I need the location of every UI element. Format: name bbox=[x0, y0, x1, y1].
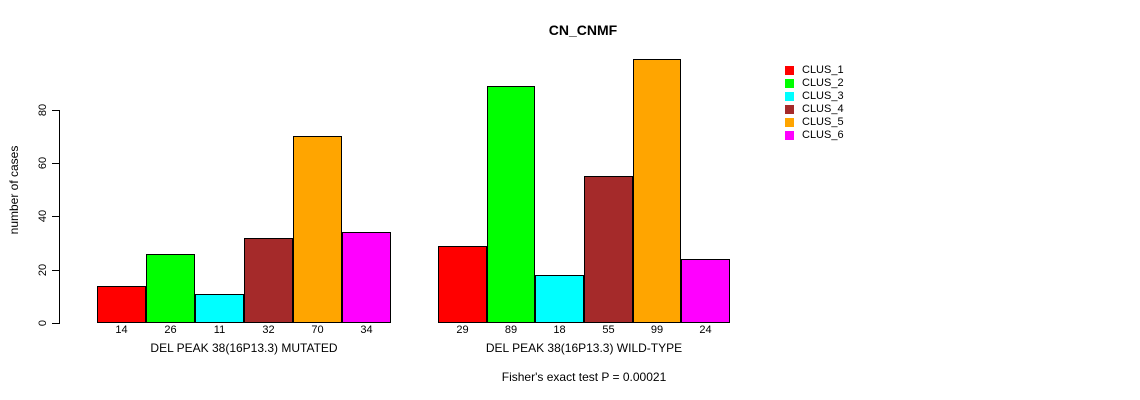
category-label: DEL PEAK 38(16P13.3) MUTATED bbox=[150, 341, 338, 355]
y-axis-line bbox=[59, 110, 60, 324]
legend-label: CLUS_6 bbox=[802, 129, 844, 141]
bar bbox=[97, 286, 146, 323]
bar bbox=[681, 259, 730, 323]
y-tick bbox=[52, 323, 59, 324]
y-tick bbox=[52, 110, 59, 111]
bar-value-label: 55 bbox=[602, 324, 615, 336]
bar-value-label: 89 bbox=[504, 324, 518, 336]
legend-item: CLUS_2 bbox=[785, 77, 844, 90]
bar-value-label: 99 bbox=[650, 324, 664, 336]
bar-value-label: 11 bbox=[213, 324, 226, 336]
bar-value-label: 32 bbox=[262, 324, 275, 336]
legend-item: CLUS_3 bbox=[785, 90, 844, 103]
bar-value-label: 29 bbox=[456, 324, 469, 336]
y-tick bbox=[52, 216, 59, 217]
category-label: DEL PEAK 38(16P13.3) WILD-TYPE bbox=[485, 341, 683, 355]
bar bbox=[584, 176, 633, 323]
y-tick-label: 20 bbox=[37, 263, 49, 277]
legend-label: CLUS_2 bbox=[802, 77, 844, 89]
legend-swatch bbox=[785, 79, 794, 88]
bar bbox=[195, 294, 244, 323]
bar-value-label: 26 bbox=[164, 324, 177, 336]
bar-value-label: 70 bbox=[311, 324, 324, 336]
y-tick bbox=[52, 163, 59, 164]
y-tick-label: 0 bbox=[37, 319, 49, 327]
legend-label: CLUS_1 bbox=[802, 64, 844, 76]
bar bbox=[244, 238, 293, 323]
y-tick bbox=[52, 270, 59, 271]
bar-value-label: 24 bbox=[699, 324, 712, 336]
bar bbox=[633, 59, 681, 323]
chart-title: CN_CNMF bbox=[548, 22, 618, 38]
legend-item: CLUS_5 bbox=[785, 116, 844, 129]
legend-swatch bbox=[785, 92, 794, 101]
bar-value-label: 14 bbox=[115, 324, 128, 336]
legend-label: CLUS_3 bbox=[802, 90, 844, 102]
fisher-test-annotation: Fisher's exact test P = 0.00021 bbox=[501, 370, 667, 384]
bar bbox=[342, 232, 391, 323]
legend-swatch bbox=[785, 131, 794, 140]
bar bbox=[438, 246, 487, 323]
legend-label: CLUS_5 bbox=[802, 116, 844, 128]
legend-swatch bbox=[785, 118, 794, 127]
bar bbox=[293, 136, 342, 323]
bar bbox=[146, 254, 195, 323]
legend-swatch bbox=[785, 105, 794, 114]
legend-item: CLUS_4 bbox=[785, 103, 844, 116]
y-tick-label: 80 bbox=[37, 103, 49, 117]
bar bbox=[535, 275, 584, 323]
legend-item: CLUS_1 bbox=[785, 64, 844, 77]
legend: CLUS_1 CLUS_2 CLUS_3 CLUS_4 CLUS_5 CLUS_6 bbox=[785, 64, 844, 142]
y-tick-label: 60 bbox=[37, 156, 49, 170]
bar-value-label: 18 bbox=[553, 324, 566, 336]
bar bbox=[487, 86, 535, 323]
legend-label: CLUS_4 bbox=[802, 103, 844, 115]
y-tick-label: 40 bbox=[37, 209, 49, 223]
legend-item: CLUS_6 bbox=[785, 129, 844, 142]
bar-value-label: 34 bbox=[360, 324, 373, 336]
legend-swatch bbox=[785, 66, 794, 75]
